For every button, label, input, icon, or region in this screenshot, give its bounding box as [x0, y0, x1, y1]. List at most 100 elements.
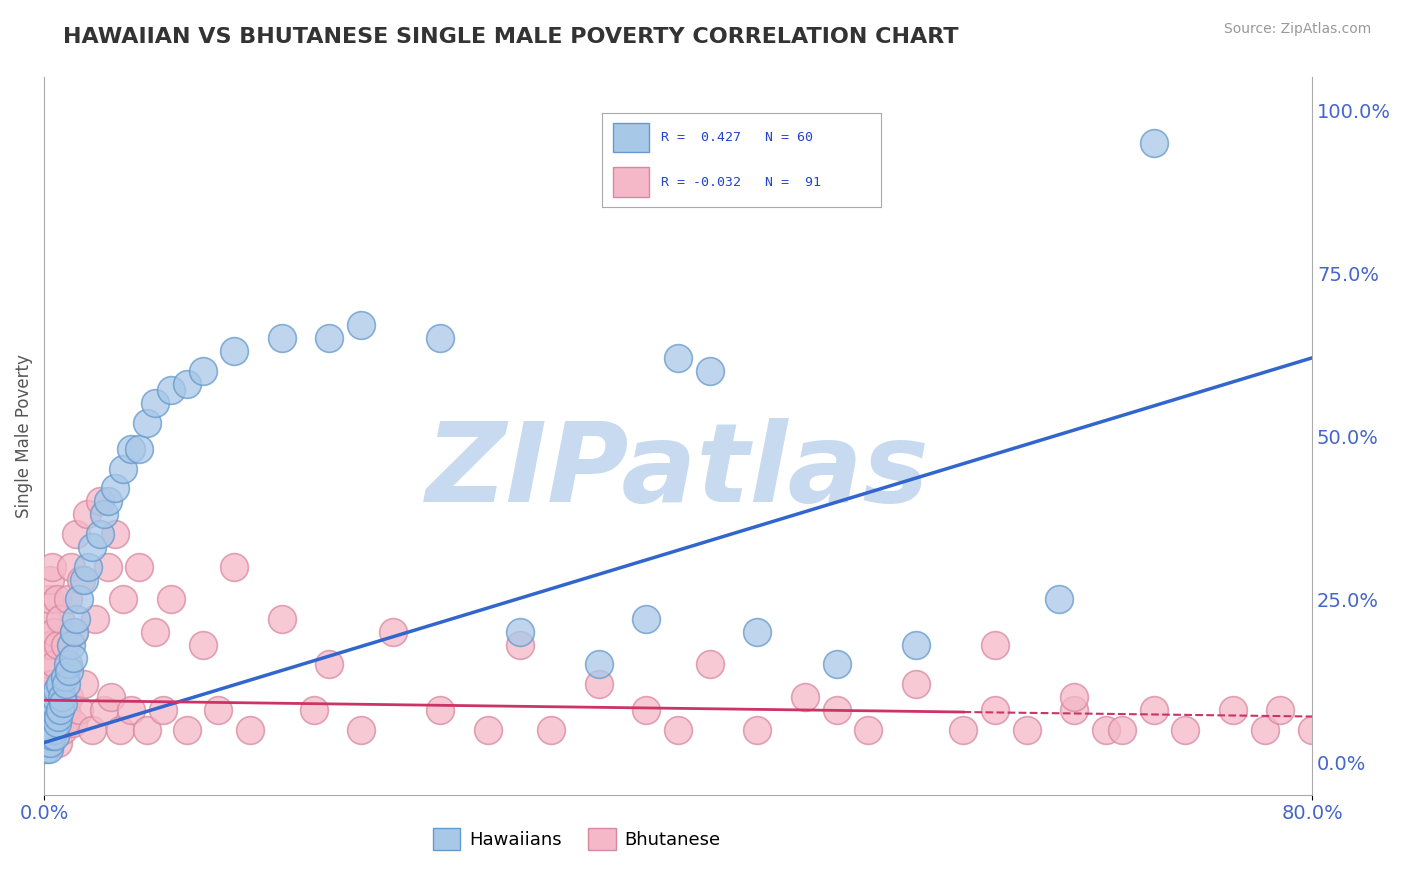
- Point: [67, 703, 90, 717]
- Y-axis label: Single Male Poverty: Single Male Poverty: [15, 354, 32, 518]
- Point: [318, 331, 340, 345]
- Point: [128, 559, 150, 574]
- Point: [108, 723, 131, 737]
- Point: [35, 742, 58, 756]
- Point: [58, 690, 80, 704]
- Point: [904, 638, 927, 652]
- Point: [160, 384, 183, 398]
- Point: [1143, 703, 1166, 717]
- Point: [112, 461, 135, 475]
- Point: [1095, 723, 1118, 737]
- Point: [176, 376, 198, 391]
- Point: [77, 559, 100, 574]
- Point: [35, 677, 58, 691]
- Point: [984, 703, 1007, 717]
- Point: [53, 638, 76, 652]
- Point: [509, 624, 531, 639]
- Point: [37, 735, 59, 749]
- Point: [1270, 703, 1292, 717]
- Point: [37, 612, 59, 626]
- Point: [747, 723, 769, 737]
- Point: [83, 612, 105, 626]
- Point: [120, 442, 142, 457]
- Point: [429, 703, 451, 717]
- Point: [67, 592, 90, 607]
- Point: [44, 657, 66, 672]
- Point: [270, 331, 292, 345]
- Point: [224, 344, 246, 359]
- Point: [699, 657, 721, 672]
- Point: [49, 612, 72, 626]
- Point: [1143, 136, 1166, 150]
- Point: [100, 690, 122, 704]
- Point: [42, 723, 65, 737]
- Point: [984, 638, 1007, 652]
- Point: [60, 638, 83, 652]
- Point: [44, 723, 66, 737]
- Point: [39, 709, 62, 723]
- Point: [89, 527, 111, 541]
- Point: [96, 494, 118, 508]
- Point: [39, 703, 62, 717]
- Point: [207, 703, 229, 717]
- Bar: [613, 122, 650, 153]
- Point: [1301, 723, 1323, 737]
- Point: [636, 703, 658, 717]
- Point: [42, 709, 65, 723]
- Point: [136, 723, 159, 737]
- Point: [52, 697, 75, 711]
- Point: [48, 638, 70, 652]
- Text: ZIPatlas: ZIPatlas: [426, 418, 929, 525]
- Point: [588, 657, 610, 672]
- Point: [1015, 723, 1038, 737]
- Point: [509, 638, 531, 652]
- Point: [93, 508, 115, 522]
- Point: [65, 612, 87, 626]
- Point: [35, 638, 58, 652]
- Point: [51, 690, 73, 704]
- Point: [48, 735, 70, 749]
- Point: [55, 703, 77, 717]
- Point: [666, 351, 689, 365]
- Point: [39, 573, 62, 587]
- Point: [63, 624, 86, 639]
- Point: [35, 703, 58, 717]
- Point: [350, 318, 373, 333]
- Point: [73, 573, 96, 587]
- Point: [49, 677, 72, 691]
- Point: [39, 735, 62, 749]
- Point: [80, 540, 103, 554]
- Point: [191, 638, 214, 652]
- Point: [45, 703, 67, 717]
- Point: [540, 723, 562, 737]
- Point: [63, 624, 86, 639]
- Point: [143, 396, 166, 410]
- Legend: Hawaiians, Bhutanese: Hawaiians, Bhutanese: [426, 821, 728, 857]
- Point: [41, 729, 63, 743]
- Point: [104, 481, 127, 495]
- Point: [1047, 592, 1070, 607]
- Point: [58, 664, 80, 678]
- Point: [318, 657, 340, 672]
- Point: [152, 703, 174, 717]
- Point: [160, 592, 183, 607]
- Point: [477, 723, 499, 737]
- Point: [120, 703, 142, 717]
- Point: [41, 677, 63, 691]
- Point: [60, 559, 83, 574]
- Point: [588, 677, 610, 691]
- Point: [1063, 690, 1085, 704]
- Point: [350, 723, 373, 737]
- Point: [41, 729, 63, 743]
- Point: [636, 612, 658, 626]
- Point: [136, 416, 159, 430]
- Point: [73, 677, 96, 691]
- Point: [42, 624, 65, 639]
- Point: [224, 559, 246, 574]
- Point: [45, 592, 67, 607]
- Point: [38, 723, 60, 737]
- Point: [56, 592, 79, 607]
- Point: [1222, 703, 1244, 717]
- Point: [1063, 703, 1085, 717]
- Point: [89, 494, 111, 508]
